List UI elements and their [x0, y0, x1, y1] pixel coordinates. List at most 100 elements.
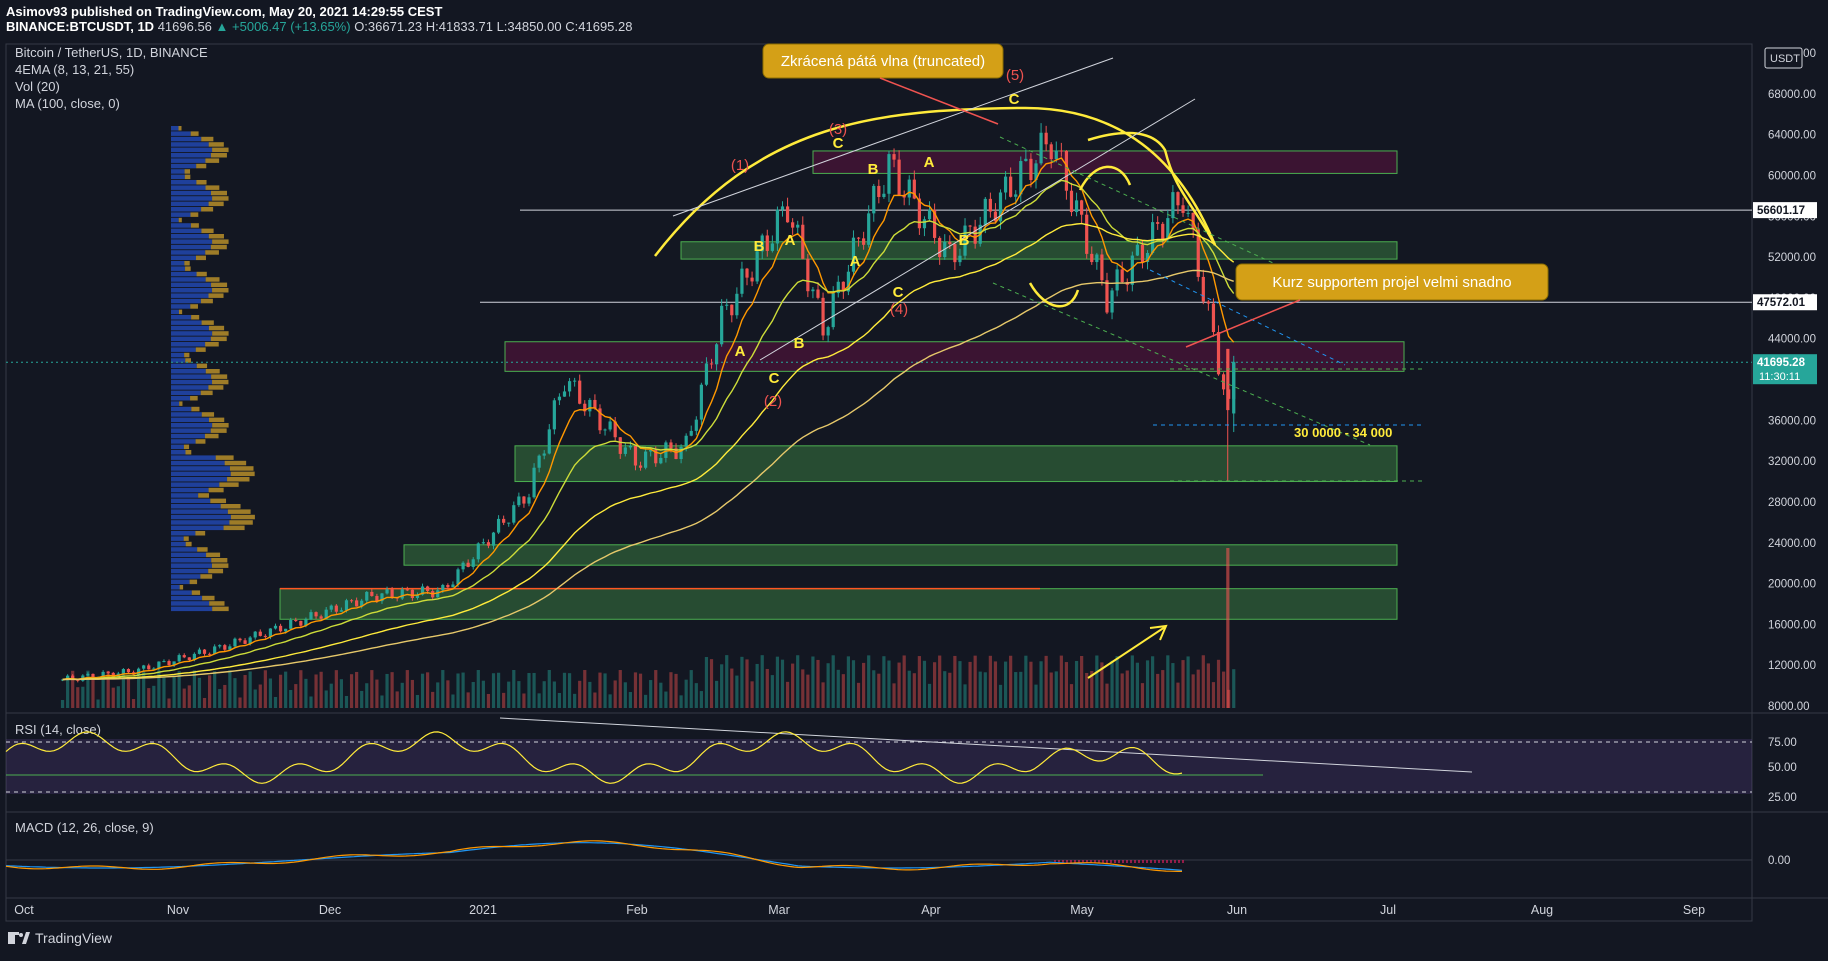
- macd-histogram-bar: [1066, 860, 1068, 863]
- volume-bar: [552, 681, 556, 708]
- macd-histogram-bar: [1146, 860, 1148, 863]
- candle-body: [725, 304, 729, 306]
- candle-body: [694, 419, 698, 431]
- macd-histogram-bar: [1094, 860, 1096, 863]
- volume-bar: [1135, 662, 1139, 708]
- volume-bar: [202, 697, 207, 708]
- volume-profile-bar: [171, 358, 186, 363]
- rsi-pane-label[interactable]: RSI (14, close): [15, 722, 101, 737]
- rsi-tick: 50.00: [1768, 762, 1797, 774]
- macd-signal-line: [5, 840, 1182, 873]
- legend-ma[interactable]: MA (100, close, 0): [15, 96, 120, 111]
- volume-bar: [329, 683, 333, 708]
- candle-body: [121, 669, 125, 674]
- volume-bar: [370, 670, 374, 708]
- volume-bar: [801, 669, 805, 708]
- candle-body: [897, 159, 901, 195]
- volume-profile-bar: [171, 439, 196, 444]
- candle-body: [542, 453, 546, 456]
- wave-letter-b: B: [868, 161, 879, 178]
- volume-bar: [1095, 655, 1099, 708]
- candle-body: [867, 213, 871, 245]
- volume-bar: [522, 693, 526, 708]
- volume-profile-bar: [212, 379, 229, 385]
- wave-letter-a: A: [850, 253, 861, 270]
- volume-bar: [289, 689, 293, 708]
- volume-bar: [456, 673, 460, 708]
- volume-bar: [481, 680, 485, 708]
- macd-pane-label[interactable]: MACD (12, 26, close, 9): [15, 820, 154, 835]
- candle-body: [137, 668, 141, 675]
- candle-body: [243, 640, 247, 644]
- volume-bar: [1105, 683, 1109, 708]
- volume-profile-bar: [171, 601, 210, 606]
- macd-histogram-bar: [1154, 860, 1156, 863]
- volume-bar: [973, 655, 977, 708]
- volume-profile-bar: [171, 163, 197, 169]
- legend-vol[interactable]: Vol (20): [15, 79, 60, 94]
- volume-bar: [314, 674, 318, 708]
- volume-bar: [116, 686, 120, 708]
- volume-bar: [882, 656, 886, 708]
- candle-body: [973, 226, 977, 244]
- candle-body: [213, 646, 217, 654]
- volume-bar: [268, 678, 273, 708]
- volume-profile-bar: [171, 509, 228, 514]
- candle-body: [714, 344, 719, 365]
- volume-bar: [532, 672, 536, 708]
- candle-body: [420, 586, 425, 595]
- time-tick: Nov: [167, 903, 190, 917]
- volume-bar: [66, 676, 70, 708]
- candle-body: [983, 198, 987, 225]
- volume-bar: [714, 680, 719, 708]
- volume-bar: [106, 670, 110, 708]
- volume-bar: [441, 670, 445, 708]
- volume-profile-bar: [201, 320, 214, 325]
- candle-body: [836, 281, 840, 294]
- candle-body: [583, 403, 587, 412]
- volume-bar: [588, 681, 592, 708]
- ema-8-line: [62, 157, 1235, 681]
- volume-profile-bar: [171, 271, 197, 277]
- volume-bar: [111, 687, 115, 708]
- candle-body: [948, 241, 952, 245]
- volume-bar: [862, 662, 866, 708]
- candle-body: [258, 631, 262, 636]
- legend-ema[interactable]: 4EMA (8, 13, 21, 55): [15, 62, 135, 77]
- candle-body: [1069, 190, 1074, 213]
- volume-bar: [299, 670, 303, 708]
- volume-profile-bar: [171, 142, 209, 147]
- volume-profile-bar: [210, 498, 227, 504]
- candle-body: [1019, 161, 1023, 195]
- candle-body: [927, 209, 932, 220]
- volume-profile-bar: [195, 255, 206, 261]
- volume-profile-bar: [171, 223, 191, 228]
- candle-body: [441, 585, 445, 591]
- volume-bar: [998, 684, 1003, 708]
- volume-bar: [471, 682, 475, 708]
- volume-bar: [461, 672, 465, 708]
- tradingview-logo[interactable]: TradingView: [8, 930, 112, 946]
- candle-body: [1140, 244, 1145, 263]
- volume-profile-bar: [171, 261, 185, 266]
- volume-bar: [917, 656, 921, 708]
- volume-profile-bar: [171, 444, 184, 450]
- price-tick: 20000.00: [1768, 579, 1816, 591]
- volume-bar: [1115, 656, 1119, 708]
- candle-body: [385, 589, 389, 594]
- volume-bar: [593, 692, 597, 708]
- volume-profile-bar: [204, 433, 219, 439]
- tradingview-label: TradingView: [35, 930, 113, 946]
- candle-body: [735, 293, 739, 316]
- range-label: 30 0000 - 34 000: [1294, 425, 1392, 440]
- volume-bar: [780, 659, 785, 708]
- candle-body: [638, 465, 643, 468]
- volume-profile-bar: [171, 190, 212, 196]
- volume-profile-bar: [211, 563, 229, 568]
- candle-body: [922, 219, 927, 229]
- volume-profile-bar: [190, 223, 199, 228]
- volume-arrowhead: [1149, 624, 1168, 641]
- volume-profile-bar: [171, 136, 202, 142]
- candle-body: [628, 445, 632, 448]
